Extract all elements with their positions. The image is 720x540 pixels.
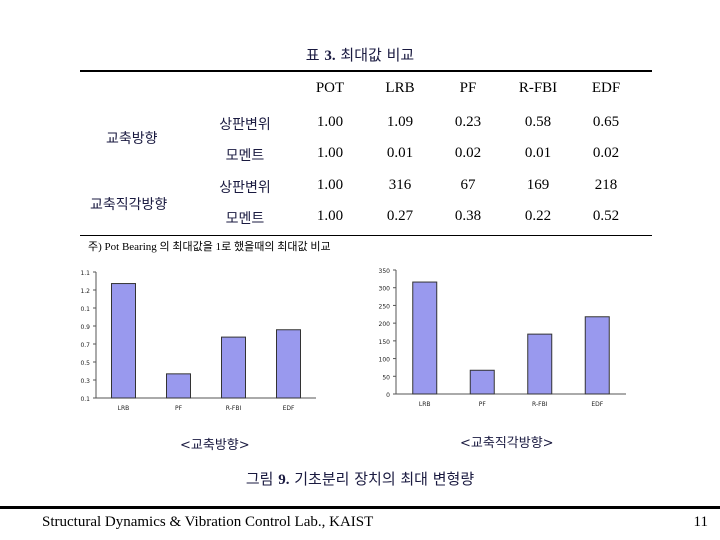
y-tick-label: 350 bbox=[379, 268, 391, 275]
chart-longitudinal-label: <교축방향> bbox=[180, 438, 250, 453]
direction-longitudinal: 교축방향 bbox=[106, 131, 158, 147]
y-tick-label: 1.2 bbox=[80, 288, 90, 295]
y-tick-label: 0.5 bbox=[80, 360, 90, 367]
table-note: 주) Pot Bearing 의 최대값을 1로 했을때의 최대값 비교 bbox=[88, 241, 331, 253]
y-tick-label: 0.1 bbox=[80, 396, 90, 403]
table-cell: 1.00 bbox=[316, 208, 344, 224]
x-tick-label: LRB bbox=[118, 405, 130, 412]
table-cell: 0.01 bbox=[386, 145, 414, 161]
bar bbox=[527, 333, 553, 395]
y-tick-label: 0.1 bbox=[80, 306, 90, 313]
footer-lab: Structural Dynamics & Vibration Control … bbox=[42, 514, 374, 530]
table-cell: 0.22 bbox=[524, 208, 552, 224]
column-header-lrb: LRB bbox=[385, 80, 415, 96]
table-cell: 0.38 bbox=[454, 208, 482, 224]
bar bbox=[221, 336, 246, 399]
table-cell: 0.01 bbox=[524, 145, 552, 161]
y-tick-label: 250 bbox=[379, 303, 391, 310]
x-tick-label: PF bbox=[175, 405, 183, 412]
chart-longitudinal: 1.1 1.2 0.1 0.9 0.7 0.5 0.3 0.1 LRB PF R-FBI EDF bbox=[80, 270, 316, 412]
table-cell: 316 bbox=[388, 177, 412, 193]
row-label: 상판변위 bbox=[219, 180, 271, 196]
y-tick-label: 50 bbox=[382, 374, 390, 381]
figure-caption: 그림 9. 기초분리 장치의 최대 변형량 bbox=[245, 470, 475, 488]
y-tick-label: 0.3 bbox=[80, 378, 90, 385]
table-cell: 0.23 bbox=[454, 114, 482, 130]
table-cell: 0.02 bbox=[454, 145, 482, 161]
chart-transverse-label: <교축직각방향> bbox=[460, 436, 554, 451]
y-tick-label: 0.9 bbox=[80, 324, 90, 331]
table-cell: 0.02 bbox=[592, 145, 620, 161]
column-header-edf: EDF bbox=[591, 80, 621, 96]
y-tick-label: 1.1 bbox=[80, 270, 90, 277]
table-cell: 1.00 bbox=[316, 114, 344, 130]
bar bbox=[276, 329, 301, 399]
column-header-pf: PF bbox=[459, 80, 477, 96]
chart-transverse: 350 300 250 200 150 100 50 0 LRB PF R-FBI EDF bbox=[379, 268, 626, 408]
footer-rule bbox=[0, 506, 720, 509]
table-cell: 67 bbox=[460, 177, 476, 193]
direction-transverse: 교축직각방향 bbox=[90, 197, 168, 213]
x-tick-label: LRB bbox=[419, 401, 431, 408]
bar bbox=[166, 373, 191, 399]
x-tick-label: EDF bbox=[591, 401, 603, 408]
bar bbox=[111, 283, 136, 399]
y-tick-label: 0.7 bbox=[80, 342, 90, 349]
y-tick-label: 0 bbox=[386, 392, 390, 399]
x-tick-label: R-FBI bbox=[226, 405, 242, 412]
table-cell: 218 bbox=[594, 177, 618, 193]
y-tick-label: 100 bbox=[379, 357, 391, 364]
y-tick-label: 200 bbox=[379, 321, 391, 328]
table-caption: 표 3. 최대값 비교 bbox=[305, 46, 415, 64]
bar bbox=[469, 369, 495, 395]
x-tick-label: R-FBI bbox=[532, 401, 548, 408]
table-cell: 0.27 bbox=[386, 208, 414, 224]
table-cell: 0.52 bbox=[592, 208, 620, 224]
table-cell: 1.09 bbox=[386, 114, 414, 130]
x-tick-label: EDF bbox=[283, 405, 295, 412]
table-cell: 169 bbox=[526, 177, 550, 193]
table-cell: 0.65 bbox=[592, 114, 620, 130]
column-header-rfbi: R-FBI bbox=[518, 80, 558, 96]
y-tick-label: 150 bbox=[379, 339, 391, 346]
x-tick-label: PF bbox=[479, 401, 487, 408]
table-bottom-rule bbox=[80, 235, 652, 236]
table-cell: 0.58 bbox=[524, 114, 552, 130]
page-number: 11 bbox=[693, 514, 708, 530]
row-label: 상판변위 bbox=[219, 117, 271, 133]
column-header-pot: POT bbox=[315, 80, 345, 96]
table-cell: 1.00 bbox=[316, 145, 344, 161]
row-label: 모멘트 bbox=[225, 211, 265, 227]
bar bbox=[412, 281, 438, 395]
table-top-rule bbox=[80, 70, 652, 72]
bar bbox=[584, 316, 610, 395]
y-tick-label: 300 bbox=[379, 286, 391, 293]
row-label: 모멘트 bbox=[225, 148, 265, 164]
table-cell: 1.00 bbox=[316, 177, 344, 193]
